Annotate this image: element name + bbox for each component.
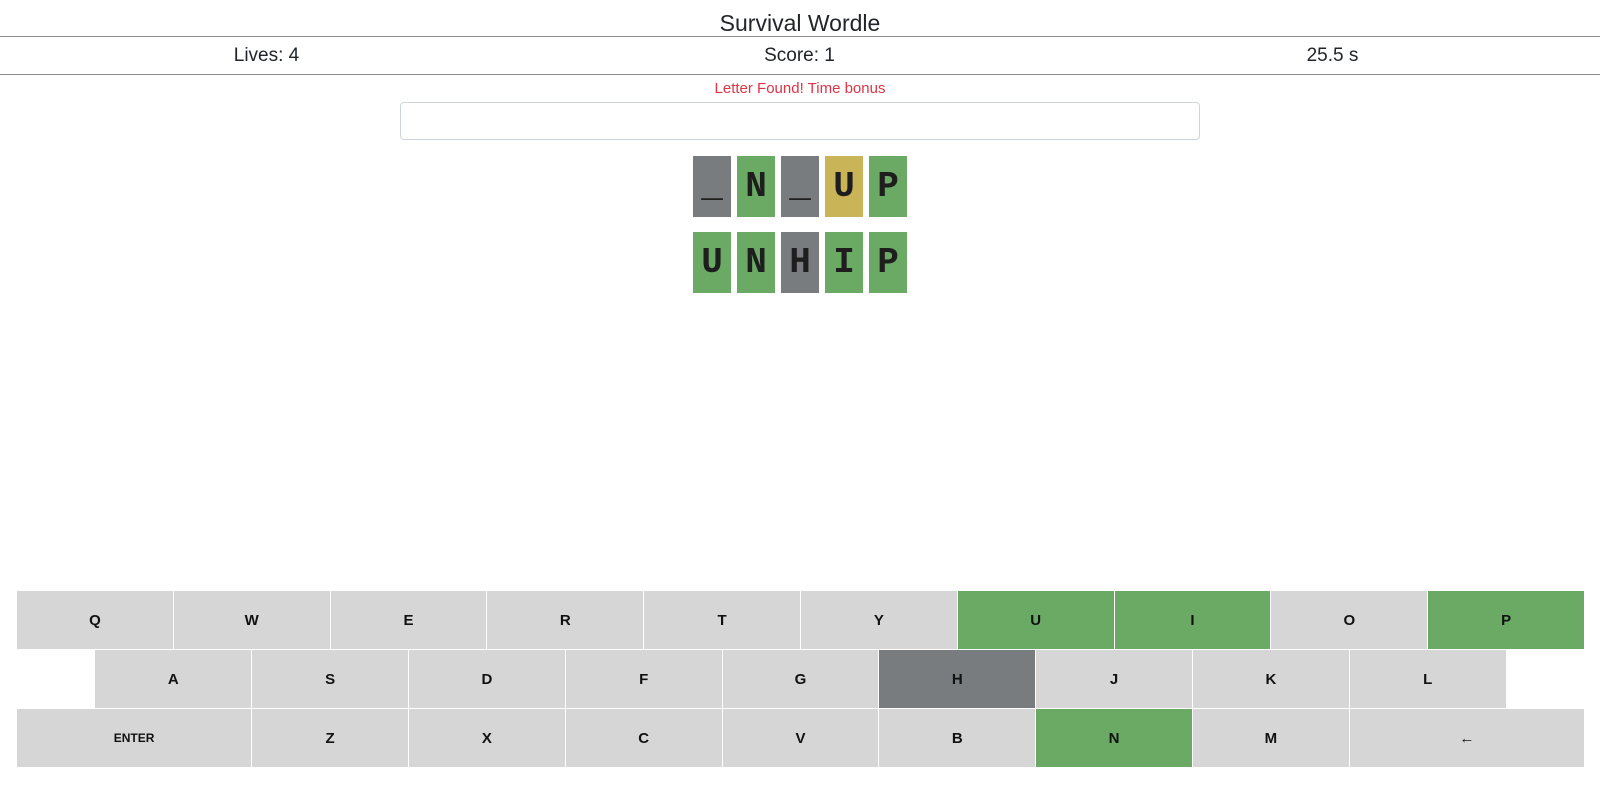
score-counter: Score: 1 <box>764 45 835 66</box>
key-e[interactable]: E <box>330 591 487 649</box>
key-r[interactable]: R <box>487 591 644 649</box>
guess-row: _ N _ U P <box>0 156 1600 217</box>
page-title: Survival Wordle <box>0 0 1600 37</box>
key-p[interactable]: P <box>1428 591 1584 649</box>
key-c[interactable]: C <box>565 709 722 767</box>
stats-bar: Lives: 4 Score: 1 25.5 s <box>0 37 1600 75</box>
backspace-key[interactable]: ← <box>1349 709 1584 767</box>
key-l[interactable]: L <box>1349 650 1506 708</box>
key-a[interactable]: A <box>95 650 252 708</box>
letter-tile: I <box>825 232 863 293</box>
key-z[interactable]: Z <box>252 709 408 767</box>
key-g[interactable]: G <box>722 650 879 708</box>
lives-counter: Lives: 4 <box>233 45 300 66</box>
status-message: Letter Found! Time bonus <box>714 80 886 97</box>
key-j[interactable]: J <box>1036 650 1192 708</box>
key-t[interactable]: T <box>644 591 800 649</box>
key-s[interactable]: S <box>252 650 408 708</box>
letter-tile: N <box>737 232 775 293</box>
key-n[interactable]: N <box>1036 709 1192 767</box>
keyboard-row: ENTER Z X C V B N M ← <box>17 709 1585 768</box>
guess-board: _ N _ U P U N H I P <box>0 156 1600 308</box>
letter-tile: H <box>781 232 819 293</box>
key-f[interactable]: F <box>565 650 722 708</box>
letter-tile: _ <box>693 156 731 217</box>
key-q[interactable]: Q <box>17 591 173 649</box>
key-b[interactable]: B <box>879 709 1036 767</box>
guess-input[interactable] <box>400 102 1200 140</box>
on-screen-keyboard: Q W E R T Y U I O P A S D F G H J K L ENTER Z X C V B N M ← <box>17 591 1585 768</box>
key-w[interactable]: W <box>173 591 330 649</box>
key-k[interactable]: K <box>1193 650 1349 708</box>
letter-tile: N <box>737 156 775 217</box>
key-i[interactable]: I <box>1114 591 1271 649</box>
key-y[interactable]: Y <box>801 591 957 649</box>
letter-tile: U <box>693 232 731 293</box>
letter-tile: P <box>869 156 907 217</box>
letter-tile: U <box>825 156 863 217</box>
letter-tile: P <box>869 232 907 293</box>
key-x[interactable]: X <box>409 709 565 767</box>
key-h[interactable]: H <box>879 650 1036 708</box>
key-d[interactable]: D <box>409 650 565 708</box>
key-m[interactable]: M <box>1193 709 1349 767</box>
enter-key[interactable]: ENTER <box>17 709 252 767</box>
key-v[interactable]: V <box>722 709 879 767</box>
letter-tile: _ <box>781 156 819 217</box>
key-u[interactable]: U <box>957 591 1114 649</box>
key-o[interactable]: O <box>1271 591 1428 649</box>
timer-display: 25.5 s <box>1306 45 1359 66</box>
